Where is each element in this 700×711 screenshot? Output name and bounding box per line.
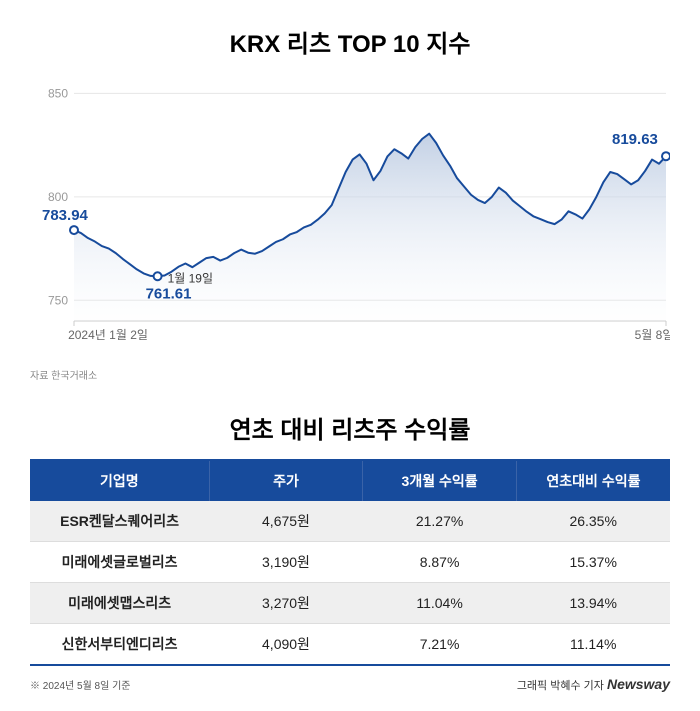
table-cell: 7.21% [363,624,517,666]
credits: 그래픽 박혜수 기자 Newsway [517,676,670,693]
table-row: ESR켄달스퀘어리츠4,675원21.27%26.35% [30,501,670,542]
table-cell: 26.35% [516,501,670,542]
svg-text:800: 800 [48,190,68,204]
svg-text:5월 8일: 5월 8일 [635,328,670,342]
footnote: ※ 2024년 5월 8일 기준 [30,677,130,692]
table-cell: 3,270원 [209,583,363,624]
chart-title: KRX 리츠 TOP 10 지수 [30,24,670,59]
svg-text:850: 850 [48,86,68,100]
svg-text:1월 19일: 1월 19일 [168,271,213,285]
table-cell: 4,675원 [209,501,363,542]
table-header-cell: 주가 [209,460,363,501]
table-header-cell: 3개월 수익률 [363,460,517,501]
svg-text:2024년 1월 2일: 2024년 1월 2일 [68,328,148,342]
svg-text:783.94: 783.94 [42,207,89,224]
table-cell: 11.04% [363,583,517,624]
line-chart: 750 800 850 2024년 1월 2일 5월 8일 783.94 1월 19일761… [30,71,670,361]
chart-source: 자료 한국거래소 [30,367,670,382]
table-cell: 3,190원 [209,542,363,583]
figure-container: KRX 리츠 TOP 10 지수 750 800 850 2024년 1월 2일 5월 … [0,0,700,711]
table-cell: 미래에셋맵스리츠 [30,583,209,624]
table-cell: 8.87% [363,542,517,583]
table-cell: 21.27% [363,501,517,542]
credit-brand: Newsway [607,676,670,692]
footer-row: ※ 2024년 5월 8일 기준 그래픽 박혜수 기자 Newsway [30,676,670,693]
table-cell: 13.94% [516,583,670,624]
table-cell: 미래에셋글로벌리츠 [30,542,209,583]
table-header-cell: 연초대비 수익률 [516,460,670,501]
table-header-cell: 기업명 [30,460,209,501]
table-row: 미래에셋글로벌리츠3,190원8.87%15.37% [30,542,670,583]
svg-text:819.63: 819.63 [612,131,658,148]
table-cell: 4,090원 [209,624,363,666]
table-row: 미래에셋맵스리츠3,270원11.04%13.94% [30,583,670,624]
returns-table: 기업명주가3개월 수익률연초대비 수익률 ESR켄달스퀘어리츠4,675원21.… [30,459,670,666]
table-title: 연초 대비 리츠주 수익률 [30,410,670,445]
table-cell: 15.37% [516,542,670,583]
table-header-row: 기업명주가3개월 수익률연초대비 수익률 [30,460,670,501]
credit-author: 그래픽 박혜수 기자 [517,680,604,692]
svg-text:761.61: 761.61 [146,285,192,302]
table-cell: 11.14% [516,624,670,666]
chart-svg: 750 800 850 2024년 1월 2일 5월 8일 783.94 1월 19일761… [30,71,670,361]
table-body: ESR켄달스퀘어리츠4,675원21.27%26.35%미래에셋글로벌리츠3,1… [30,501,670,665]
svg-text:750: 750 [48,293,68,307]
table-row: 신한서부티엔디리츠4,090원7.21%11.14% [30,624,670,666]
table-cell: ESR켄달스퀘어리츠 [30,501,209,542]
table-cell: 신한서부티엔디리츠 [30,624,209,666]
